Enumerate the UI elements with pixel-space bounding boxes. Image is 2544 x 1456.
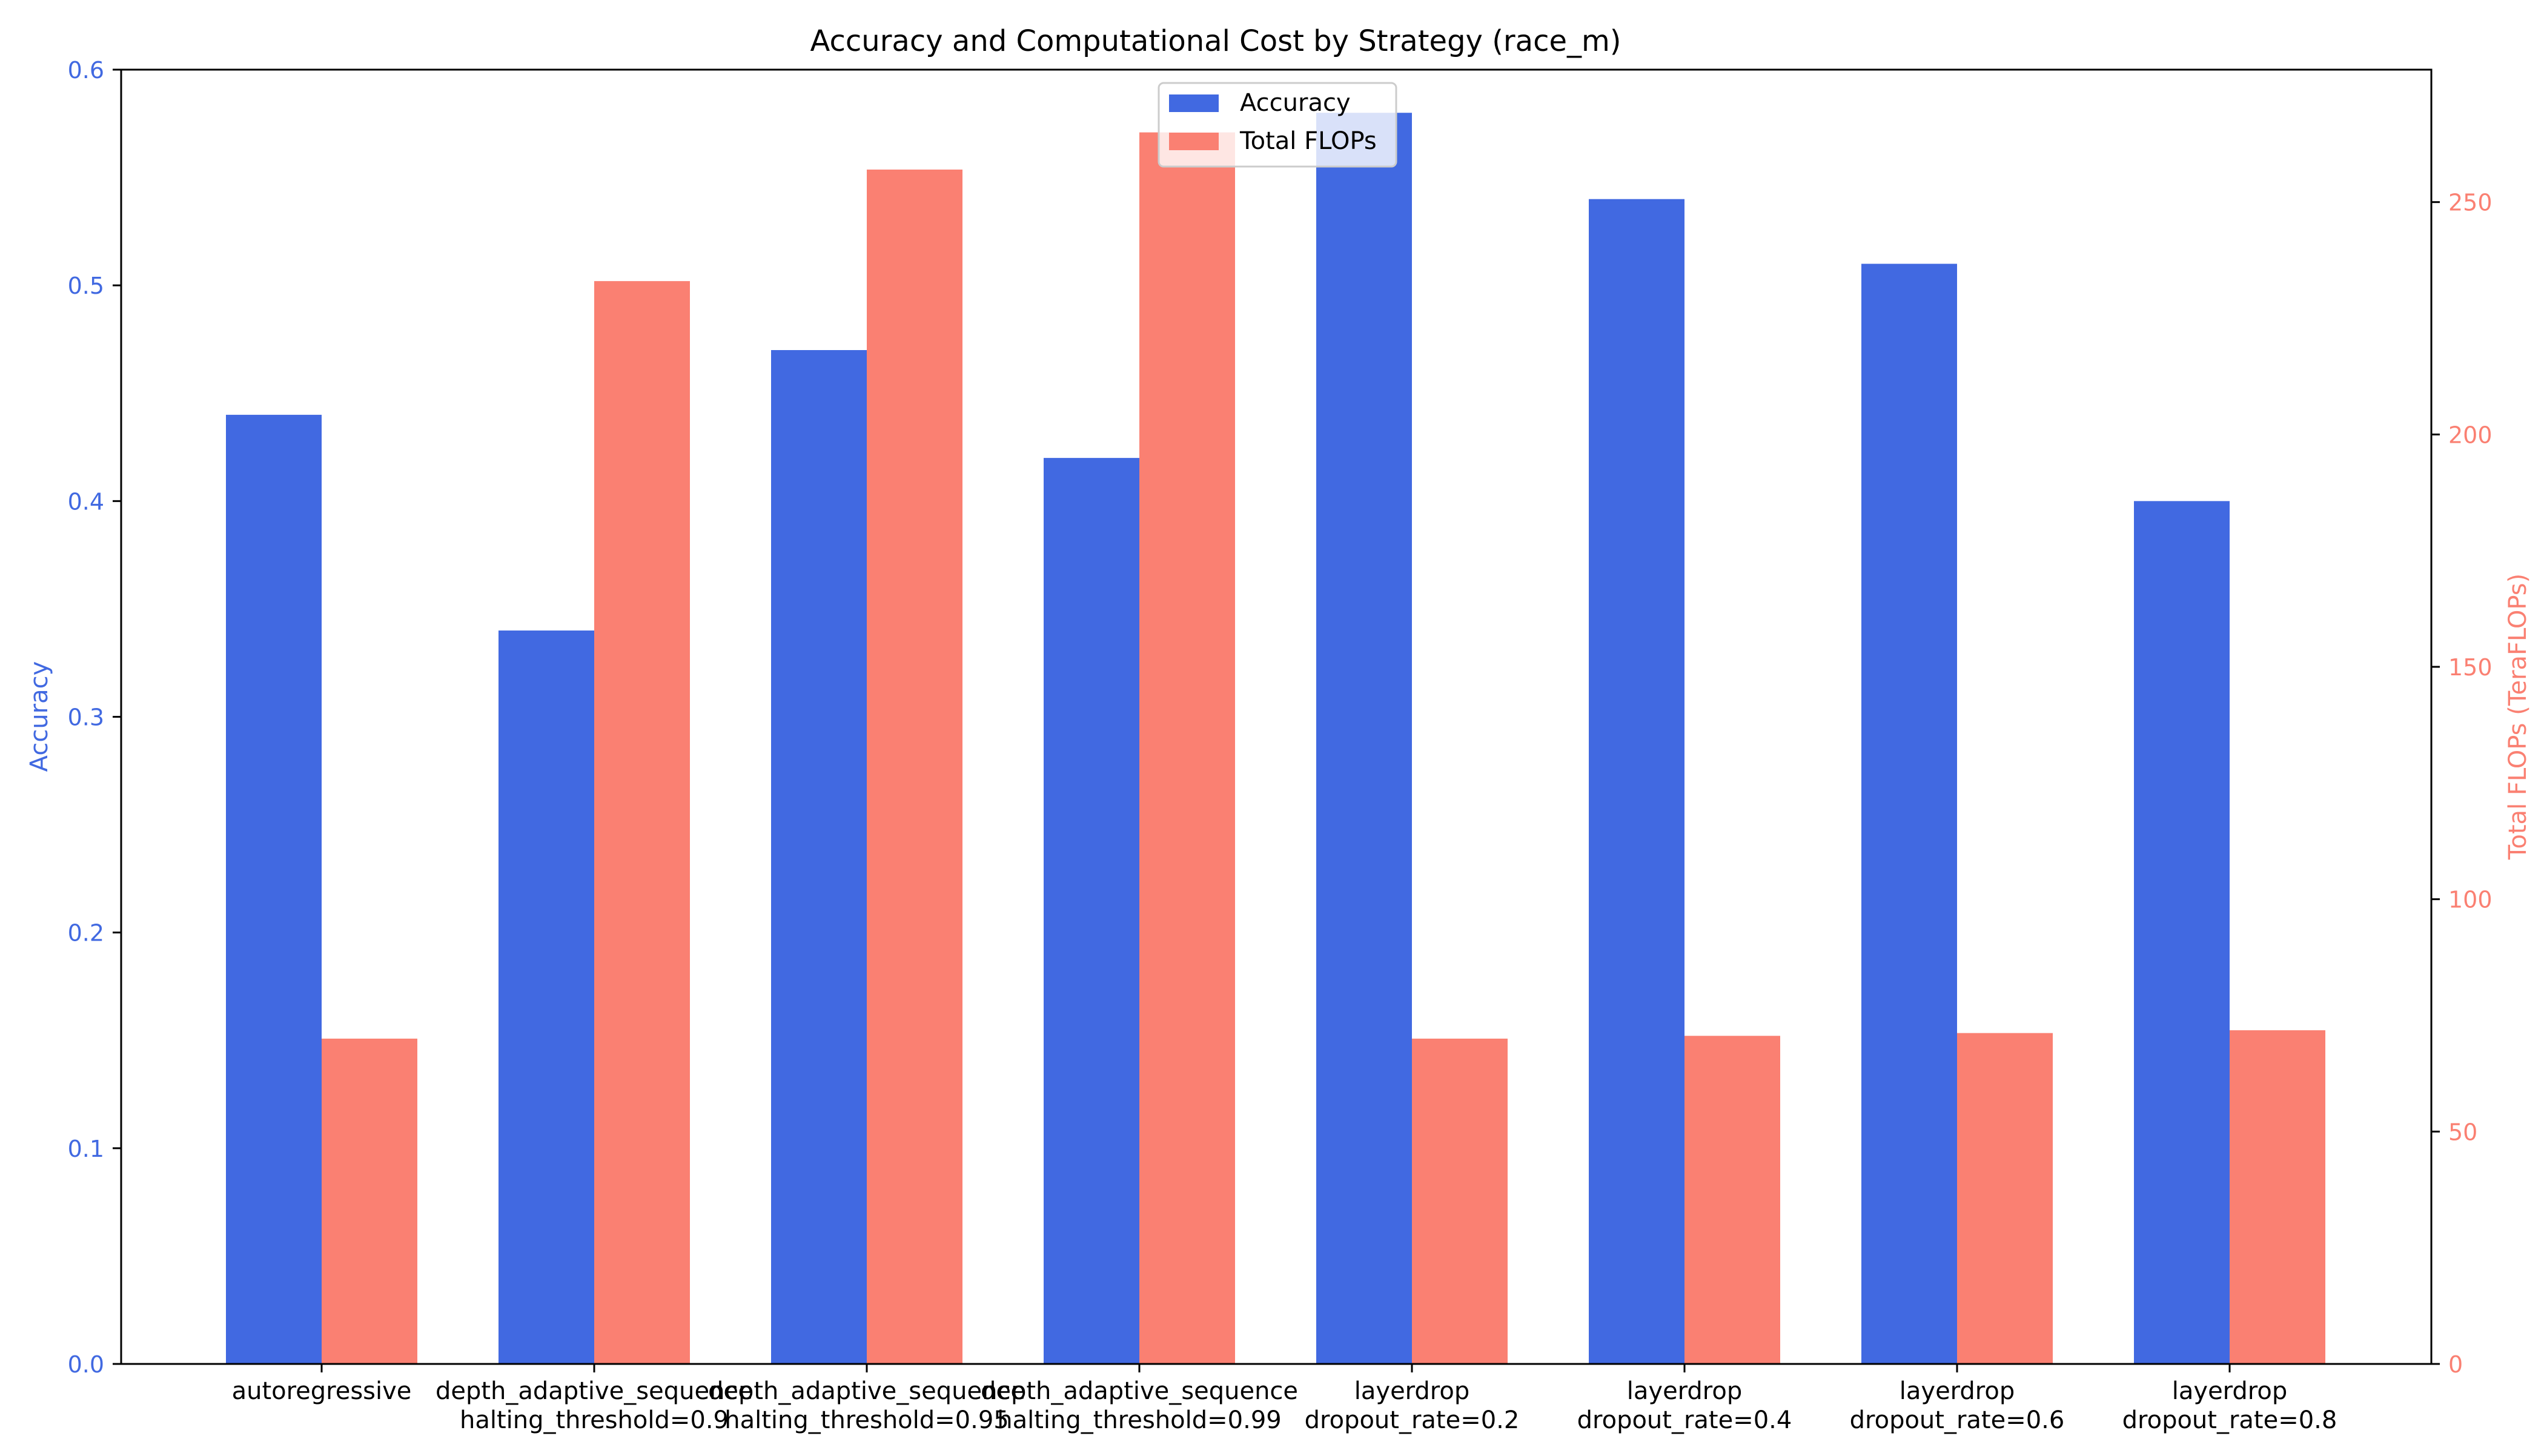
chart-title: Accuracy and Computational Cost by Strat… bbox=[810, 24, 1621, 58]
x-tick-label-6-0: layerdrop bbox=[1900, 1377, 2015, 1405]
accuracy-bar-1 bbox=[499, 630, 594, 1364]
x-tick-label-2-0: depth_adaptive_sequence bbox=[708, 1377, 1025, 1405]
flops-bar-0 bbox=[322, 1038, 417, 1364]
bars-layer bbox=[226, 113, 2325, 1365]
right-tick-label-5: 250 bbox=[2448, 190, 2493, 216]
right-tick-label-0: 0 bbox=[2448, 1351, 2463, 1378]
x-tick-label-6-1: dropout_rate=0.6 bbox=[1850, 1406, 2065, 1434]
accuracy-bar-6 bbox=[1861, 263, 1957, 1364]
x-tick-label-0-0: autoregressive bbox=[232, 1377, 412, 1405]
left-axis-label: Accuracy bbox=[25, 661, 53, 772]
legend: Accuracy Total FLOPs bbox=[1158, 82, 1397, 168]
right-tick-label-4: 200 bbox=[2448, 422, 2493, 448]
x-tick-label-1-0: depth_adaptive_sequence bbox=[436, 1377, 753, 1405]
flops-bar-7 bbox=[2230, 1030, 2325, 1364]
left-axis: 0.0 0.1 0.2 0.3 0.4 0.5 0.6 bbox=[68, 57, 121, 1378]
x-axis: autoregressive depth_adaptive_sequencehal… bbox=[232, 1364, 2337, 1434]
right-tick-label-2: 100 bbox=[2448, 887, 2493, 913]
flops-bar-6 bbox=[1957, 1033, 2053, 1364]
x-tick-label-1-1: halting_threshold=0.9 bbox=[460, 1406, 729, 1434]
x-tick-label-5-1: dropout_rate=0.4 bbox=[1577, 1406, 1792, 1434]
flops-bar-5 bbox=[1684, 1036, 1780, 1364]
left-tick-label-0: 0.0 bbox=[68, 1351, 104, 1378]
x-tick-label-3-0: depth_adaptive_sequence bbox=[981, 1377, 1298, 1405]
x-tick-label-7-0: layerdrop bbox=[2172, 1377, 2287, 1405]
legend-label-total-flops: Total FLOPs bbox=[1239, 127, 1377, 155]
accuracy-bar-2 bbox=[771, 350, 867, 1365]
right-tick-label-1: 50 bbox=[2448, 1119, 2477, 1145]
left-tick-label-3: 0.3 bbox=[68, 704, 104, 731]
accuracy-bar-0 bbox=[226, 414, 322, 1364]
flops-bar-1 bbox=[594, 281, 690, 1365]
accuracy-bar-3 bbox=[1044, 458, 1139, 1364]
x-tick-label-2-1: halting_threshold=0.95 bbox=[724, 1406, 1009, 1434]
left-tick-label-2: 0.2 bbox=[68, 920, 104, 947]
right-axis: 0 50 100 150 200 250 bbox=[2431, 190, 2493, 1378]
accuracy-bar-4 bbox=[1316, 113, 1412, 1364]
x-tick-label-7-1: dropout_rate=0.8 bbox=[2122, 1406, 2337, 1434]
legend-swatch-total-flops bbox=[1169, 133, 1219, 150]
accuracy-bar-7 bbox=[2134, 501, 2230, 1365]
left-tick-label-5: 0.5 bbox=[68, 273, 104, 299]
legend-swatch-accuracy bbox=[1169, 94, 1219, 112]
right-axis-label: Total FLOPs (TeraFLOPs) bbox=[2504, 574, 2532, 860]
flops-bar-2 bbox=[867, 169, 962, 1364]
right-tick-label-3: 150 bbox=[2448, 654, 2493, 681]
left-tick-label-4: 0.4 bbox=[68, 488, 104, 515]
legend-label-accuracy: Accuracy bbox=[1240, 89, 1351, 117]
accuracy-bar-5 bbox=[1589, 199, 1684, 1365]
left-tick-label-1: 0.1 bbox=[68, 1136, 104, 1162]
left-tick-label-6: 0.6 bbox=[68, 57, 104, 84]
x-tick-label-5-0: layerdrop bbox=[1627, 1377, 1742, 1405]
flops-bar-3 bbox=[1139, 132, 1235, 1364]
x-tick-label-4-0: layerdrop bbox=[1354, 1377, 1469, 1405]
x-tick-label-4-1: dropout_rate=0.2 bbox=[1305, 1406, 1520, 1434]
x-tick-label-3-1: halting_threshold=0.99 bbox=[997, 1406, 1281, 1434]
flops-bar-4 bbox=[1412, 1038, 1508, 1364]
